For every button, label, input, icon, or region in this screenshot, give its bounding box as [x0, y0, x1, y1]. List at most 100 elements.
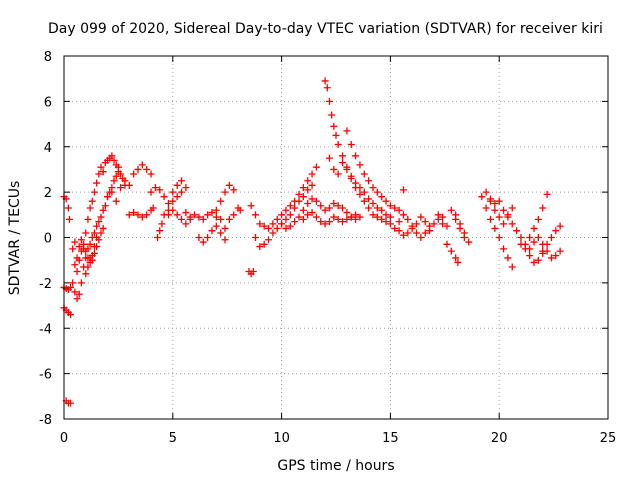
data-point	[417, 213, 425, 221]
data-point	[386, 202, 394, 210]
data-point	[251, 234, 259, 241]
data-point	[360, 197, 368, 205]
data-point	[452, 254, 460, 262]
data-point	[382, 218, 390, 226]
data-point	[391, 204, 399, 212]
data-point	[382, 211, 390, 219]
series-arc-12	[164, 206, 194, 223]
data-point	[221, 188, 229, 196]
data-point	[134, 211, 142, 219]
data-point	[495, 197, 503, 205]
data-point	[182, 209, 190, 217]
data-point	[486, 197, 494, 205]
data-point	[82, 270, 90, 278]
data-point	[204, 234, 212, 241]
data-point	[386, 213, 394, 221]
data-point	[330, 213, 338, 221]
series-arc-16	[221, 204, 244, 232]
series-arc-37	[526, 234, 564, 262]
data-point	[147, 188, 155, 196]
data-point	[130, 170, 138, 178]
data-point	[495, 234, 503, 241]
data-point	[273, 224, 281, 232]
data-point	[143, 165, 151, 173]
series-arc-19	[251, 181, 316, 251]
data-point	[154, 234, 162, 241]
data-point	[378, 193, 386, 201]
data-point	[97, 213, 105, 221]
data-point	[95, 218, 103, 226]
data-point	[378, 215, 386, 223]
data-point	[304, 211, 312, 219]
x-axis-label: GPS time / hours	[277, 458, 394, 474]
data-point	[552, 227, 560, 235]
series-arc-08	[104, 161, 155, 205]
data-point	[121, 177, 129, 185]
y-tick-label: -2	[39, 277, 52, 292]
data-point	[356, 161, 364, 169]
data-point	[84, 263, 92, 271]
data-point	[221, 236, 229, 244]
data-point	[378, 206, 386, 214]
data-point	[82, 229, 90, 237]
data-point	[178, 215, 186, 223]
data-point	[369, 211, 377, 219]
data-point	[360, 188, 368, 196]
y-axis-tick-labels: -8 -6 -4 -2 0 2 4 6 8	[39, 50, 52, 428]
data-point	[158, 220, 166, 228]
y-tick-label: 0	[44, 232, 52, 247]
data-point	[321, 220, 329, 228]
data-point	[391, 224, 399, 232]
data-point	[71, 238, 79, 246]
data-point	[330, 199, 338, 207]
data-point	[149, 204, 157, 212]
data-point	[230, 186, 238, 194]
data-point	[491, 206, 499, 214]
data-point	[212, 213, 220, 221]
data-point	[295, 213, 303, 221]
data-point	[328, 111, 336, 119]
data-point	[308, 170, 316, 178]
y-tick-label: -6	[39, 368, 52, 383]
data-point	[526, 252, 534, 260]
data-point	[260, 240, 268, 248]
data-point	[304, 186, 312, 194]
x-tick-label: 10	[273, 431, 290, 446]
data-point	[93, 243, 101, 251]
data-point	[178, 177, 186, 185]
data-point	[143, 211, 151, 219]
data-point	[443, 240, 451, 248]
series-arc-14	[195, 222, 229, 246]
data-point	[95, 236, 103, 244]
data-point	[325, 97, 333, 105]
data-point	[67, 399, 75, 407]
data-point	[556, 247, 564, 255]
data-point	[71, 288, 79, 296]
y-tick-label: 8	[44, 50, 52, 65]
data-point	[69, 279, 77, 287]
data-point	[339, 218, 347, 226]
data-point	[452, 215, 460, 223]
data-point	[334, 140, 342, 148]
series-arc-18	[247, 163, 320, 232]
data-point	[247, 202, 255, 210]
data-point	[526, 245, 534, 253]
data-point	[173, 193, 181, 201]
data-point	[256, 220, 264, 228]
data-point	[308, 195, 316, 203]
series-arc-10	[147, 177, 190, 207]
y-tick-label: 2	[44, 186, 52, 201]
data-point	[104, 193, 112, 201]
data-point	[369, 199, 377, 207]
data-point	[86, 204, 94, 212]
data-point	[130, 209, 138, 217]
data-point	[269, 220, 277, 228]
series-arc-00	[60, 193, 73, 223]
data-point	[273, 215, 281, 223]
data-point	[110, 156, 118, 164]
series-arc-02	[60, 304, 75, 319]
data-point	[199, 238, 207, 246]
data-point	[93, 179, 101, 187]
data-point	[508, 263, 516, 271]
data-point	[408, 224, 416, 232]
